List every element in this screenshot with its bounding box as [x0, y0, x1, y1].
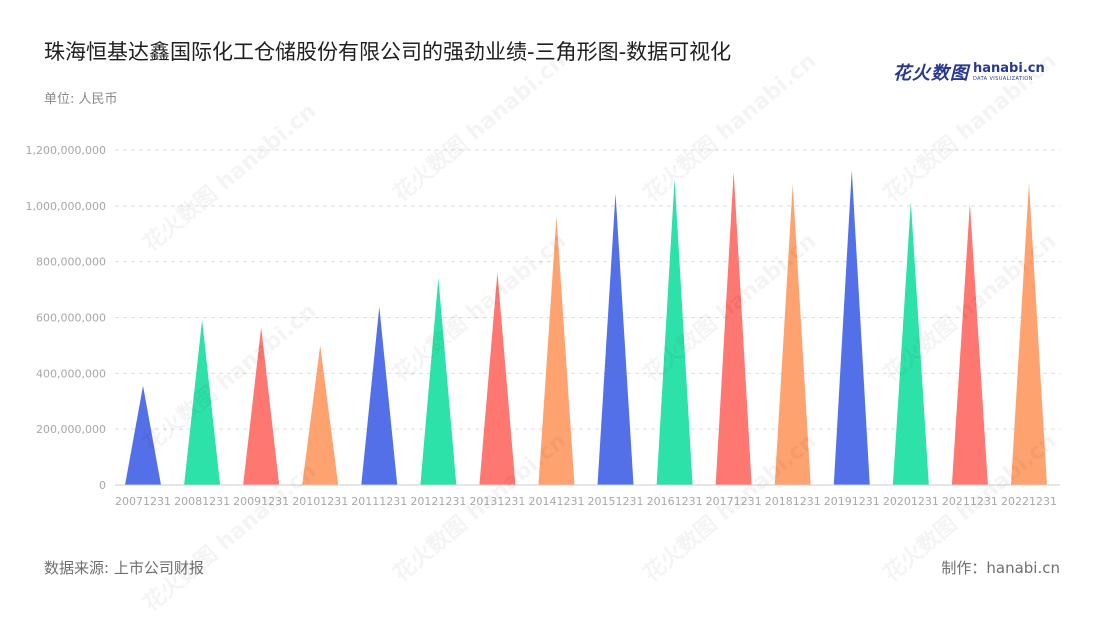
- logo-text-cn: 花火数图: [893, 63, 969, 84]
- y-tick-label: 1,200,000,000: [26, 144, 106, 157]
- x-tick-label: 20131231: [469, 495, 525, 508]
- triangle-bar-20161231[interactable]: [656, 178, 693, 485]
- y-axis-tick-labels: 0 200,000,000 400,000,000 600,000,000 800,00…: [26, 144, 106, 492]
- x-tick-label: 20091231: [233, 495, 289, 508]
- triangle-bar-20121231[interactable]: [420, 277, 457, 485]
- triangle-bars: [125, 170, 1047, 486]
- triangle-bar-20151231[interactable]: [597, 193, 634, 486]
- triangle-bar-20071231[interactable]: [125, 385, 162, 485]
- y-tick-label: 800,000,000: [36, 256, 106, 269]
- chart-title: 珠海恒基达鑫国际化工仓储股份有限公司的强劲业绩-三角形图-数据可视化: [44, 40, 732, 64]
- x-tick-label: 20111231: [351, 495, 407, 508]
- x-axis-tick-labels: 20071231 20081231 20091231 20101231 20111231…: [115, 495, 1057, 508]
- y-tick-label: 600,000,000: [36, 312, 106, 325]
- x-tick-label: 20081231: [174, 495, 230, 508]
- maker-credit: 制作：hanabi.cn: [941, 559, 1060, 577]
- triangle-bar-20191231[interactable]: [833, 170, 870, 485]
- hanabi-logo: 花火数图 hanabi.cn DATA VISUALIZATION: [893, 59, 1045, 85]
- data-source: 数据来源: 上市公司财报: [44, 559, 204, 577]
- x-tick-label: 20201231: [883, 495, 939, 508]
- triangle-bar-20221231[interactable]: [1010, 182, 1047, 486]
- triangle-bar-20111231[interactable]: [361, 306, 398, 485]
- x-tick-label: 20211231: [942, 495, 998, 508]
- x-tick-label: 20151231: [588, 495, 644, 508]
- triangle-bar-20141231[interactable]: [538, 216, 575, 485]
- x-tick-label: 20191231: [824, 495, 880, 508]
- triangle-bar-20101231[interactable]: [302, 345, 339, 485]
- triangle-bar-20201231[interactable]: [892, 201, 929, 486]
- triangle-bar-20081231[interactable]: [184, 319, 221, 485]
- y-tick-label: 200,000,000: [36, 423, 106, 436]
- x-tick-label: 20141231: [528, 495, 584, 508]
- x-tick-label: 20101231: [292, 495, 348, 508]
- x-tick-label: 20181231: [765, 495, 821, 508]
- triangle-bar-20091231[interactable]: [243, 327, 280, 485]
- logo-text-en: hanabi.cn: [973, 61, 1045, 76]
- y-tick-label: 0: [99, 479, 106, 492]
- y-tick-label: 1,000,000,000: [26, 200, 106, 213]
- x-tick-label: 20071231: [115, 495, 171, 508]
- triangle-bar-20171231[interactable]: [715, 171, 752, 485]
- x-tick-label: 20171231: [706, 495, 762, 508]
- logo-text-en-block: hanabi.cn DATA VISUALIZATION: [973, 62, 1045, 82]
- triangle-bar-20181231[interactable]: [774, 184, 811, 485]
- x-tick-label: 20161231: [647, 495, 703, 508]
- y-tick-label: 400,000,000: [36, 367, 106, 380]
- triangle-bar-20131231[interactable]: [479, 272, 516, 485]
- triangle-bar-20211231[interactable]: [951, 203, 988, 485]
- unit-label: 单位: 人民币: [44, 92, 118, 107]
- x-tick-label: 20221231: [1001, 495, 1057, 508]
- logo-text-en-sub: DATA VISUALIZATION: [973, 76, 1033, 82]
- x-tick-label: 20121231: [410, 495, 466, 508]
